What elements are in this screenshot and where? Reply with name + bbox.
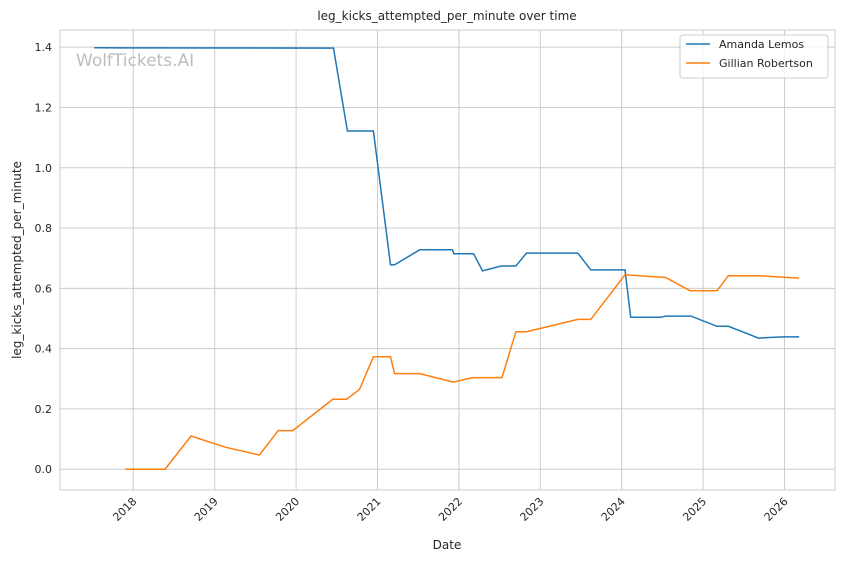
x-tick-label: 2024 [599,495,628,524]
y-axis-label: leg_kicks_attempted_per_minute [10,161,24,359]
y-tick-label: 1.0 [35,162,53,175]
x-tick-label: 2025 [680,495,709,524]
y-tick-label: 0.4 [35,343,53,356]
y-tick-label: 0.2 [35,403,53,416]
x-axis-label: Date [433,538,462,552]
watermark: WolfTickets.AI [76,51,194,71]
x-tick-label: 2022 [436,495,465,524]
legend-label-amanda-lemos: Amanda Lemos [719,38,804,51]
plot-frame [59,29,836,491]
chart-title: leg_kicks_attempted_per_minute over time [317,9,576,23]
series-lines [94,47,800,470]
legend-box [679,34,829,79]
y-tick-label: 0.6 [35,282,53,295]
legend-label-gillian-robertson: Gillian Robertson [719,57,813,70]
y-tick-label: 1.4 [35,41,53,54]
y-tick-label: 0.0 [35,463,53,476]
grid [60,30,835,490]
x-tick-labels: 2018 2019 2020 2021 2022 2023 2024 2025 2026 [110,495,790,524]
series-line-amanda-lemos [94,47,800,339]
x-tick-label: 2021 [355,495,384,524]
x-tick-label: 2020 [273,495,302,524]
y-tick-label: 0.8 [35,222,53,235]
x-tick-label: 2019 [192,495,221,524]
series-line-gillian-robertson [125,274,800,470]
y-tick-labels: 0.0 0.2 0.4 0.6 0.8 1.0 1.2 1.4 [35,41,53,476]
x-tick-label: 2023 [517,495,546,524]
y-tick-label: 1.2 [35,101,53,114]
legend: Amanda Lemos Gillian Robertson [679,34,829,79]
x-tick-label: 2026 [762,495,791,524]
x-tick-label: 2018 [110,495,139,524]
